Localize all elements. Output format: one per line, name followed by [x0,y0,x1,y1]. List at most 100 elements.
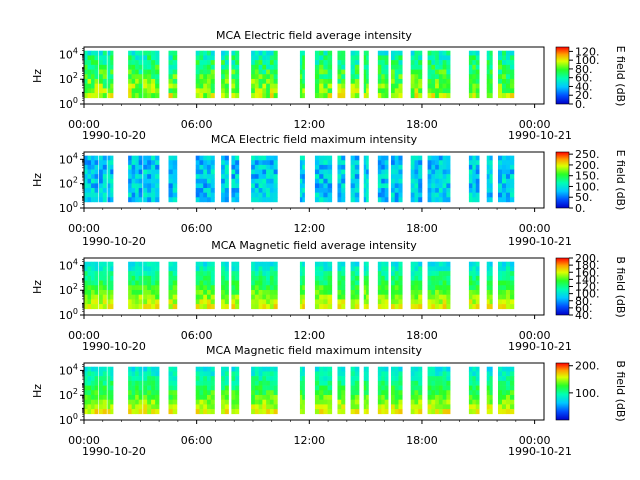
spectrogram-cell [91,299,95,305]
spectrogram-cell [128,404,132,410]
spectrogram-cell [266,64,271,70]
spectrogram-cell [203,93,208,99]
spectrogram-cell [438,261,443,267]
spectrogram-cell [262,299,267,305]
spectrogram-cell [266,399,271,405]
spectrogram-cell [251,60,256,66]
spectrogram-cell [414,294,419,300]
spectrogram-cell [102,399,107,405]
spectrogram-cell [377,155,382,161]
spectrogram-cell [505,289,511,295]
spectrogram-cell [258,271,263,277]
spectrogram-cell [438,304,443,310]
spectrogram-cell [381,192,386,198]
spectrogram-cell [84,409,88,415]
spectrogram-cell [363,371,367,377]
spectrogram-cell [501,197,507,203]
spectrogram-cell [363,50,367,56]
spectrogram-cell [151,285,156,291]
spectrogram-cell [363,394,367,400]
colorbar-tick-label: 100. [575,54,600,67]
spectrogram-cell [155,289,160,295]
spectrogram-cell [398,197,403,203]
spectrogram-cell [394,380,399,386]
spectrogram-cell [155,188,160,193]
spectrogram-cell [489,366,493,372]
spectrogram-cell [135,390,139,396]
spectrogram-cell [327,280,333,286]
spectrogram-cell [110,380,114,386]
spectrogram-cell [203,409,208,415]
spectrogram-cell [323,289,328,295]
spectrogram-cell [384,88,389,94]
spectrogram-cell [131,50,136,56]
spectrogram-cell [366,280,369,286]
spectrogram-cell [414,376,419,382]
spectrogram-cell [147,380,152,386]
spectrogram-cell [350,188,356,193]
spectrogram-cell [172,385,178,391]
spectrogram-cell [262,64,267,70]
spectrogram-cell [138,188,143,193]
spectrogram-cell [254,385,259,391]
spectrogram-cell [341,160,346,166]
spectrogram-cell [138,299,143,305]
spectrogram-cell [427,380,432,386]
spectrogram-cell [384,366,389,372]
spectrogram-cell [446,74,451,80]
spectrogram-cell [319,88,324,94]
spectrogram-cell [102,271,107,277]
spectrogram-cell [314,169,320,175]
spectrogram-cell [337,192,342,198]
spectrogram-cell [224,294,229,300]
spectrogram-cell [327,409,333,415]
spectrogram-cell [302,183,305,189]
spectrogram-cell [138,88,143,94]
spectrogram-cell [155,399,160,405]
spectrogram-cell [350,93,356,99]
spectrogram-cell [486,83,490,89]
spectrogram-cell [254,178,259,184]
spectrogram-cell [498,390,503,396]
spectrogram-cell [314,409,320,415]
spectrogram-cell [390,74,396,80]
spectrogram-cell [438,390,443,396]
spectrogram-cell [327,60,333,66]
spectrogram-cell [269,78,274,84]
spectrogram-cell [486,88,490,94]
spectrogram-cell [266,294,271,300]
spectrogram-cell [505,275,511,281]
spectrogram-cell [381,280,386,286]
spectrogram-cell [354,285,360,291]
spectrogram-cell [195,280,200,286]
spectrogram-cell [269,183,274,189]
spectrogram-cell [224,83,229,89]
spectrogram-cell [221,155,226,161]
spectrogram-cell [350,169,356,175]
spectrogram-cell [84,83,88,89]
spectrogram-cell [323,197,328,203]
spectrogram-cell [498,275,503,281]
spectrogram-cell [327,88,333,94]
spectrogram-cell [221,294,226,300]
spectrogram-cell [438,280,443,286]
spectrogram-cell [327,69,333,75]
spectrogram-cell [446,271,451,277]
spectrogram-cell [509,155,515,161]
spectrogram-cell [323,188,328,193]
spectrogram-cell [323,390,328,396]
spectrogram-cell [384,376,389,382]
spectrogram-cell [258,366,263,372]
spectrogram-cell [435,409,440,415]
spectrogram-cell [266,50,271,56]
spectrogram-cell [302,83,305,89]
spectrogram-cell [299,178,303,184]
spectrogram-cell [199,160,204,166]
spectrogram-cell [135,271,139,277]
spectrogram-cell [381,169,386,175]
spectrogram-cell [314,69,320,75]
spectrogram-cell [99,399,104,405]
spectrogram-cell [489,174,493,180]
spectrogram-cell [199,183,204,189]
spectrogram-cell [168,275,174,281]
